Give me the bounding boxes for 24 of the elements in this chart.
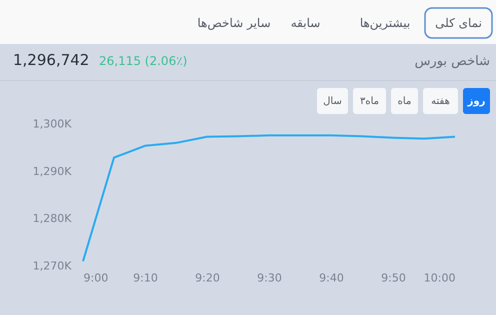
text: سال	[323, 96, 342, 107]
y-tick-label: 1,280K	[32, 212, 72, 226]
text: بیشترین‌ها	[360, 16, 410, 30]
text: 1,296,742	[13, 51, 90, 69]
x-tick-label: 9:00	[84, 272, 108, 284]
text: نمای کلی	[435, 16, 482, 30]
x-tick-label: 9:10	[133, 272, 158, 284]
y-tick-label: 1,300K	[32, 118, 72, 130]
x-tick-label: 9:30	[257, 272, 282, 284]
line-series	[82, 134, 456, 262]
text: 26,115 (2.06٪)	[99, 54, 188, 68]
x-tick-label: 9:50	[381, 272, 406, 284]
text: هفته	[431, 96, 450, 107]
x-tick-label: 10:00	[424, 272, 456, 284]
text: سابقه	[290, 16, 320, 30]
text: روز	[466, 96, 486, 107]
text: سایر شاخص‌ها	[197, 16, 271, 30]
text: ۳ماه	[360, 96, 380, 107]
x-tick-label: 9:40	[319, 272, 344, 284]
chart-title: شاخص بورس	[414, 54, 490, 69]
y-tick-label: 1,290K	[32, 164, 72, 178]
x-tick-label: 9:20	[195, 272, 220, 284]
text: ماه	[398, 96, 412, 107]
y-tick-label: 1,270K	[32, 260, 72, 272]
